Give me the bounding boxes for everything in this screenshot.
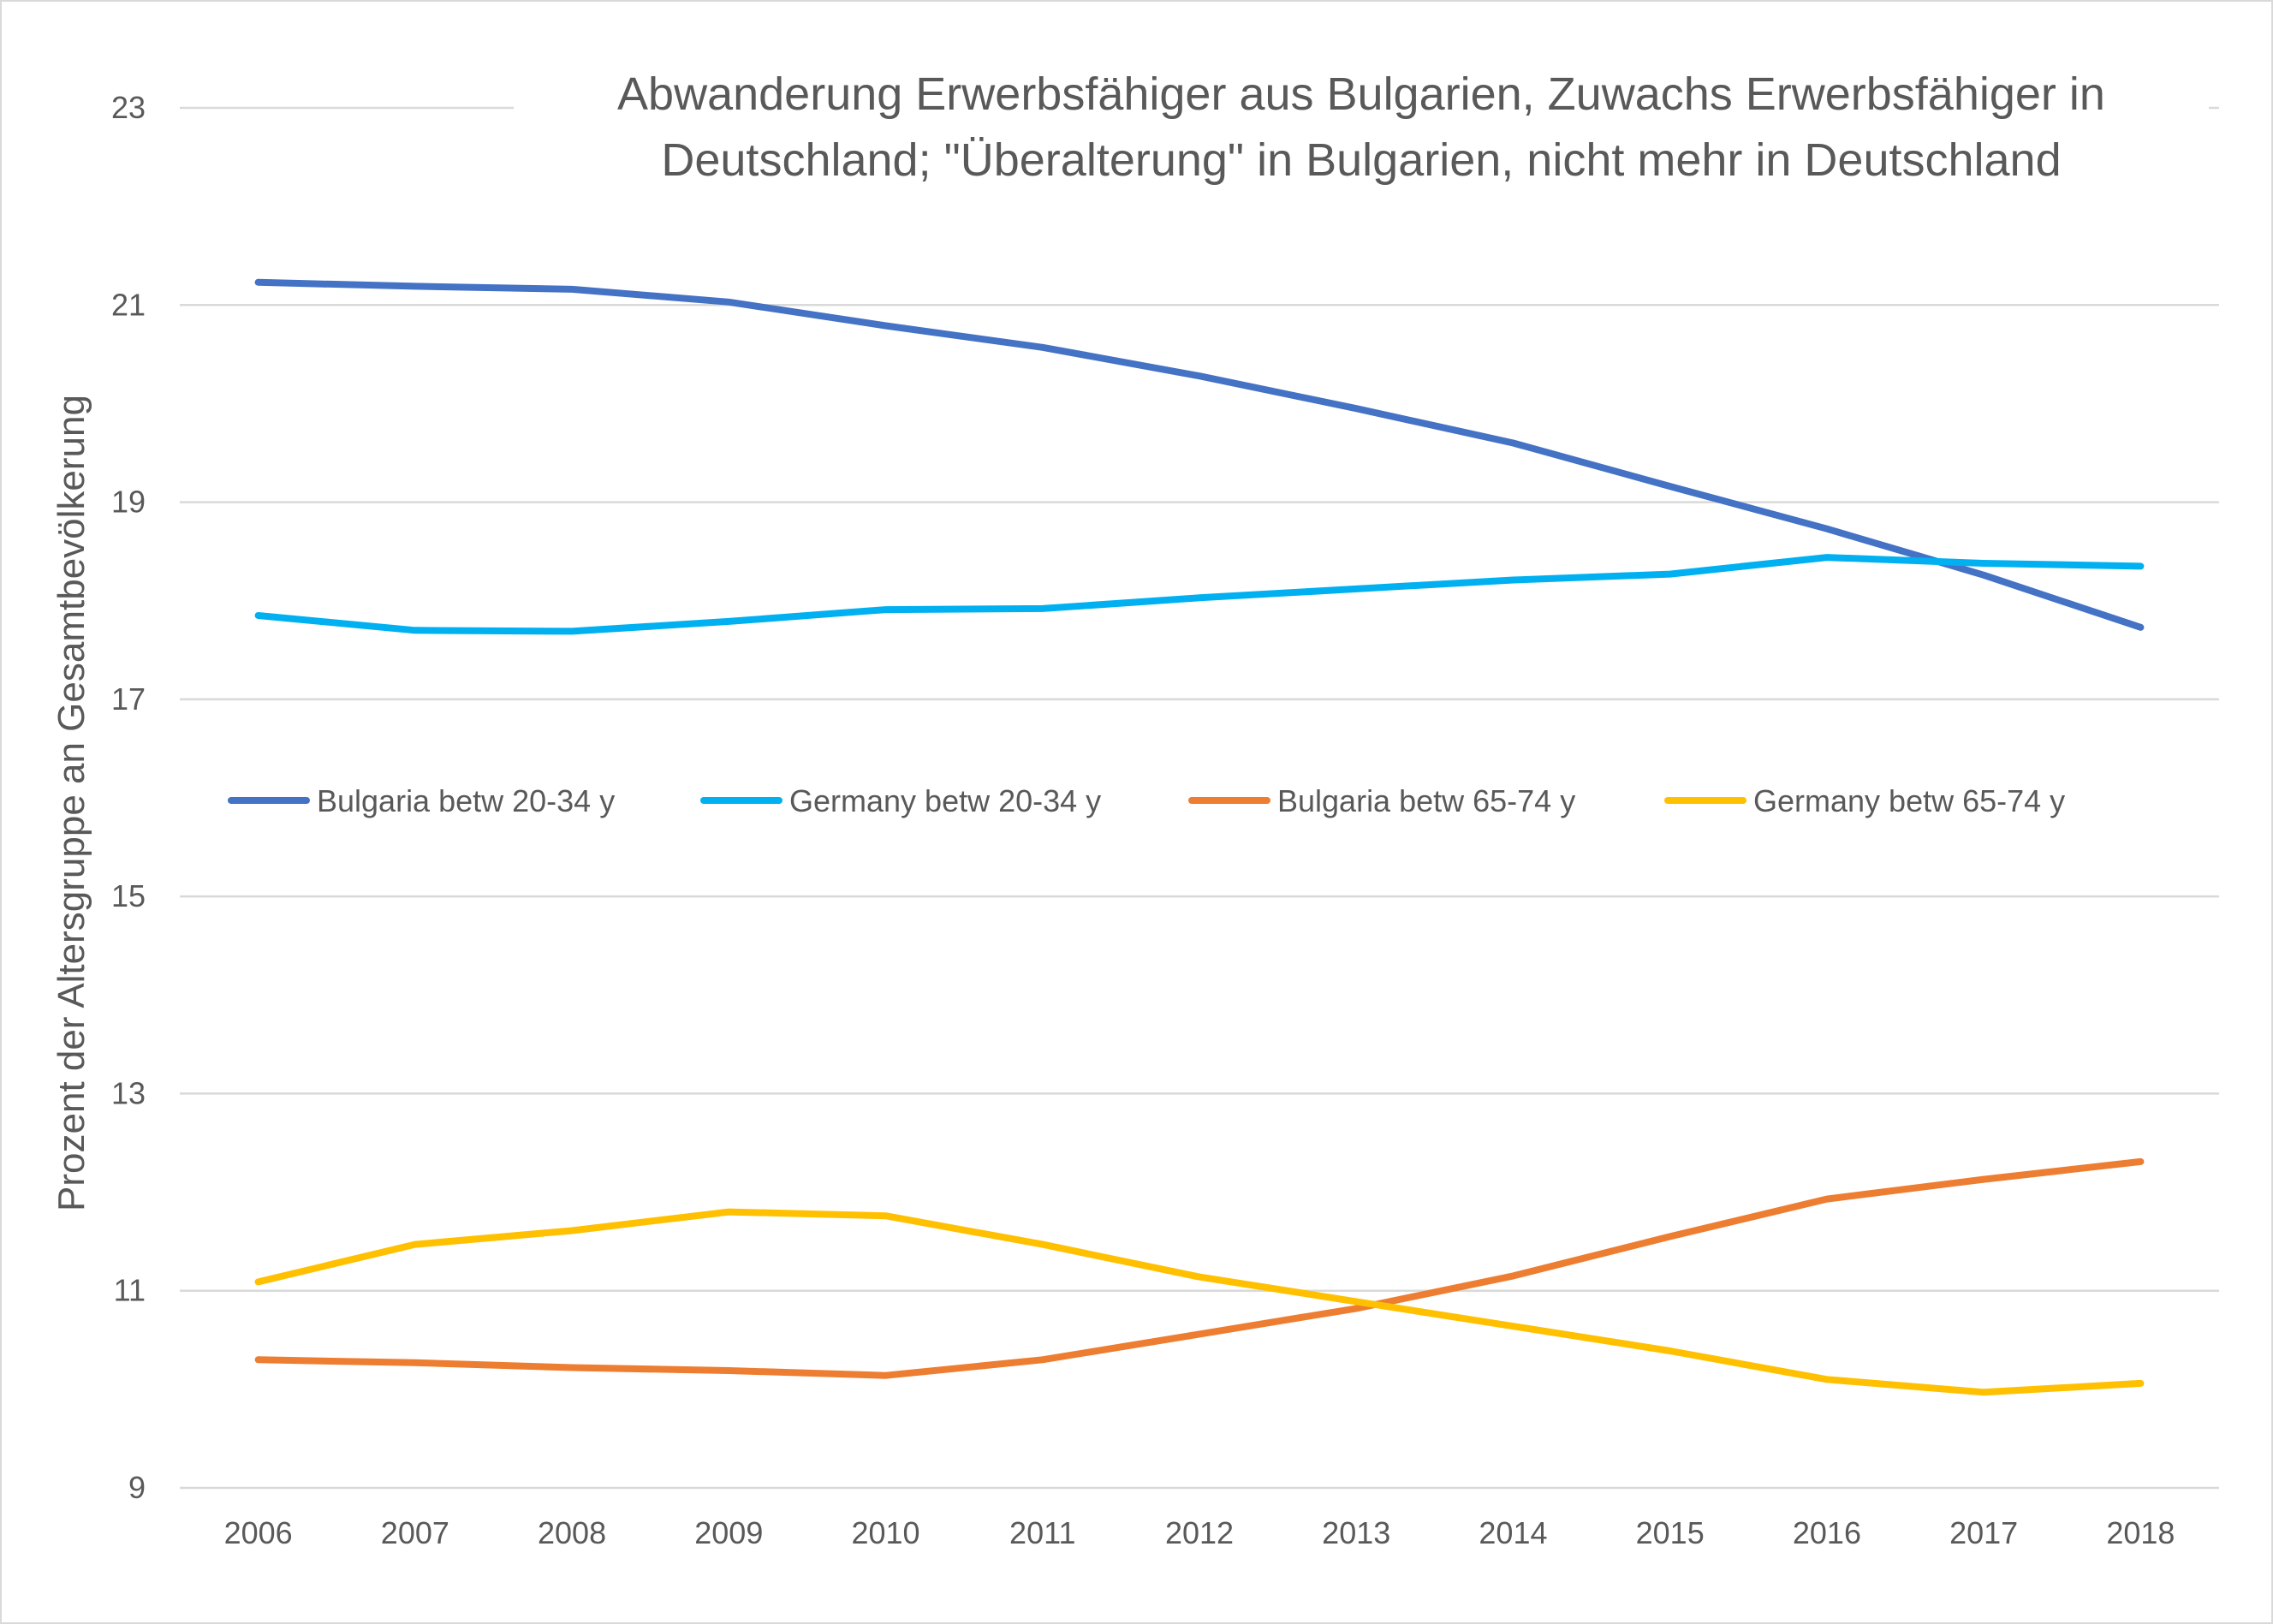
x-tick-label: 2014 (1479, 1515, 1547, 1550)
y-tick-label: 17 (111, 681, 146, 717)
x-tick-label: 2009 (694, 1515, 763, 1550)
y-tick-label: 11 (114, 1273, 146, 1308)
chart-title-line-1: Abwanderung Erwerbsfähiger aus Bulgarien… (617, 68, 2105, 120)
y-tick-label: 19 (111, 485, 146, 520)
series-line-4 (254, 1208, 2145, 1396)
legend-label: Germany betw 20-34 y (789, 783, 1101, 818)
x-tick-label: 2011 (1009, 1515, 1075, 1550)
series-lines (254, 278, 2145, 1396)
title-background (514, 53, 2209, 199)
legend: Bulgaria betw 20-34 y Germany betw 20-34 … (228, 783, 2065, 818)
y-tick-label: 9 (128, 1470, 146, 1505)
legend-label: Bulgaria betw 65-74 y (1277, 783, 1575, 818)
x-tick-label: 2015 (1636, 1515, 1705, 1550)
x-tick-label: 2010 (851, 1515, 919, 1550)
x-tick-label: 2006 (224, 1515, 293, 1550)
chart-title-line-2: Deutschland; "Überalterung" in Bulgarien… (661, 134, 2061, 186)
series-line-2 (254, 554, 2145, 635)
x-tick-label: 2008 (538, 1515, 606, 1550)
x-tick-label: 2007 (381, 1515, 449, 1550)
y-tick-label: 15 (111, 878, 146, 913)
y-tick-label: 23 (111, 90, 146, 125)
x-tick-label: 2016 (1793, 1515, 1861, 1550)
series-line-3 (254, 1157, 2145, 1379)
y-tick-label: 13 (111, 1075, 146, 1110)
x-tick-label: 2013 (1322, 1515, 1390, 1550)
y-axis-label: Prozent der Altersgruppe an Gesamtbevölk… (51, 395, 92, 1211)
gridlines (180, 106, 2219, 1490)
x-tick-label: 2012 (1165, 1515, 1234, 1550)
y-tick-label: 21 (111, 287, 146, 322)
x-axis-ticks: 2006 2007 2008 2009 2010 2011 2012 2013 2014 2015… (224, 1515, 2175, 1550)
legend-label: Germany betw 65-74 y (1753, 783, 2065, 818)
x-tick-label: 2017 (1949, 1515, 2018, 1550)
y-axis-ticks: 9 11 13 15 17 19 21 23 (111, 90, 146, 1505)
x-tick-label: 2018 (2106, 1515, 2175, 1550)
legend-label: Bulgaria betw 20-34 y (317, 783, 615, 818)
series-line-1 (254, 278, 2145, 631)
